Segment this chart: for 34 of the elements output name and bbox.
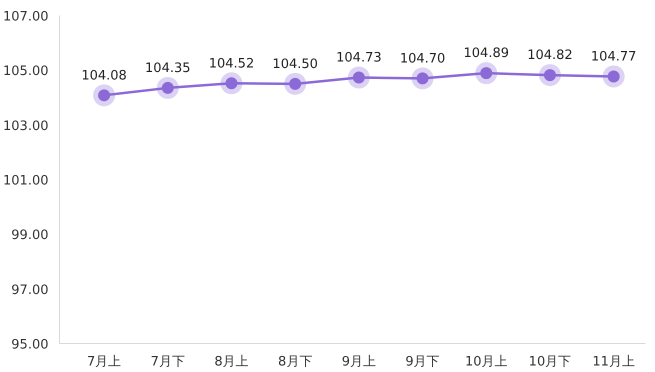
data-label: 104.35 <box>145 60 191 76</box>
x-tick-label: 7月下 <box>150 354 185 370</box>
point <box>602 65 625 88</box>
point <box>93 84 116 106</box>
x-tick-label: 9月上 <box>342 354 376 370</box>
x-tick-label: 9月下 <box>405 354 440 370</box>
data-label: 104.52 <box>208 56 254 72</box>
x-tick-label: 11月上 <box>592 354 635 370</box>
y-tick-label: 103.00 <box>3 118 49 134</box>
data-label: 104.82 <box>527 48 573 64</box>
data-label: 104.08 <box>81 68 127 84</box>
y-tick-label: 99.00 <box>11 228 48 244</box>
y-tick-label: 105.00 <box>3 64 49 80</box>
x-tick-label: 10月下 <box>528 354 572 370</box>
point <box>156 76 179 99</box>
data-label: 104.89 <box>464 46 510 62</box>
point <box>348 66 370 89</box>
point <box>538 64 561 86</box>
point <box>220 72 242 94</box>
data-label: 104.70 <box>400 51 446 66</box>
point <box>284 72 306 95</box>
y-tick-label: 97.00 <box>11 282 48 298</box>
y-tick-label: 95.00 <box>11 338 48 352</box>
x-tick-label: 8月下 <box>278 354 312 370</box>
y-tick-label: 107.00 <box>3 10 49 24</box>
x-tick-label: 8月上 <box>214 354 249 370</box>
x-tick-label: 7月上 <box>86 354 122 370</box>
point <box>412 67 434 90</box>
data-label: 104.50 <box>272 56 318 72</box>
x-tick-label: 10月上 <box>464 354 508 370</box>
point <box>475 62 498 84</box>
data-label: 104.77 <box>590 49 636 64</box>
data-label: 104.73 <box>336 50 382 66</box>
y-tick-label: 101.00 <box>3 174 49 188</box>
